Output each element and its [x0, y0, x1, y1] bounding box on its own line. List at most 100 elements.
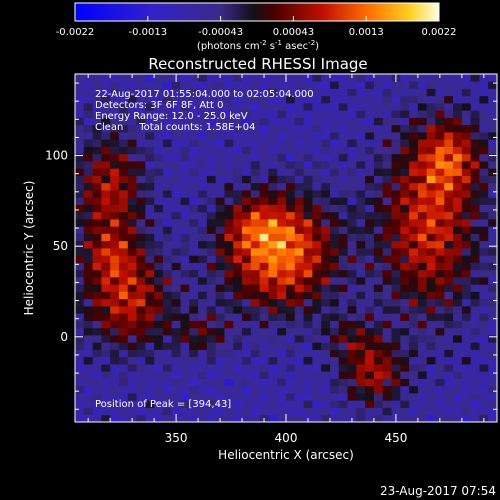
heatmap-cell [162, 284, 173, 292]
heatmap-cell [83, 342, 93, 350]
heatmap-cell [136, 95, 146, 104]
heatmap-cell [417, 132, 428, 140]
heatmap-cell [110, 327, 120, 336]
heatmap-cell [444, 291, 454, 300]
heatmap-cell [162, 277, 173, 285]
heatmap-cell [488, 175, 498, 184]
heatmap-cell [426, 335, 436, 343]
heatmap-cell [400, 342, 410, 350]
heatmap-cell [488, 240, 498, 249]
heatmap-cell [444, 385, 454, 394]
heatmap-cell [461, 269, 472, 278]
heatmap-cell [417, 356, 428, 365]
heatmap-cell [198, 153, 208, 162]
heatmap-cell [382, 335, 392, 343]
heatmap-cell [400, 124, 410, 133]
heatmap-cell [75, 364, 85, 372]
heatmap-cell [470, 197, 480, 205]
heatmap-cell [250, 349, 261, 358]
heatmap-cell [162, 132, 173, 140]
heatmap-cell [180, 233, 190, 242]
heatmap-cell [382, 146, 392, 155]
heatmap-cell [444, 110, 454, 118]
heatmap-cell [277, 132, 287, 140]
heatmap-cell [92, 335, 102, 343]
heatmap-cell [189, 313, 199, 321]
heatmap-cell [286, 335, 296, 343]
heatmap-cell [215, 385, 225, 394]
heatmap-cell [470, 219, 480, 227]
heatmap-cell [206, 240, 217, 249]
heatmap-cell [242, 168, 252, 176]
heatmap-cell [83, 219, 93, 227]
heatmap-cell [470, 262, 480, 271]
heatmap-cell [470, 88, 480, 97]
heatmap-cell [180, 88, 190, 97]
heatmap-cell [294, 103, 304, 111]
heatmap-cell [198, 313, 208, 321]
heatmap-cell [488, 378, 498, 387]
heatmap-cell [470, 414, 480, 423]
heatmap-cell [259, 168, 269, 176]
heatmap-cell [294, 153, 304, 162]
heatmap-cell [347, 371, 357, 379]
heatmap-cell [479, 226, 489, 234]
heatmap-cell [145, 132, 155, 140]
heatmap-cell [233, 255, 243, 263]
heatmap-cell [294, 74, 304, 82]
heatmap-cell [110, 226, 120, 234]
heatmap-cell [83, 204, 93, 213]
heatmap-cell [259, 233, 269, 242]
heatmap-cell [110, 146, 120, 155]
heatmap-cell [180, 168, 190, 176]
heatmap-cell [242, 233, 252, 242]
heatmap-cell [92, 117, 102, 126]
heatmap-cell [171, 371, 181, 379]
heatmap-cell [154, 103, 164, 111]
heatmap-cell [488, 364, 498, 372]
heatmap-cell [435, 248, 445, 256]
heatmap-cell [215, 88, 225, 97]
heatmap-cell [488, 262, 498, 271]
heatmap-cell [444, 211, 454, 220]
heatmap-cell [373, 81, 384, 89]
heatmap-cell [488, 349, 498, 358]
heatmap-cell [329, 74, 340, 82]
heatmap-cell [110, 153, 120, 162]
heatmap-cell [409, 240, 419, 249]
heatmap-cell [417, 306, 428, 314]
heatmap-cell [83, 364, 93, 372]
heatmap-cell [294, 168, 304, 176]
heatmap-cell [470, 132, 480, 140]
heatmap-cell [198, 81, 208, 89]
heatmap-cell [110, 298, 120, 307]
heatmap-cell [453, 117, 463, 126]
heatmap-cell [303, 175, 313, 184]
heatmap-cell [365, 161, 375, 169]
heatmap-cell [329, 161, 340, 169]
heatmap-cell [479, 262, 489, 271]
heatmap-cell [373, 153, 384, 162]
heatmap-cell [303, 146, 313, 155]
heatmap-cell [110, 364, 120, 372]
heatmap-cell [83, 277, 93, 285]
heatmap-cell [321, 277, 331, 285]
heatmap-cell [400, 182, 410, 191]
heatmap-cell [409, 291, 419, 300]
heatmap-cell [479, 400, 489, 408]
heatmap-cell [180, 342, 190, 350]
heatmap-cell [171, 88, 181, 97]
heatmap-cell [189, 240, 199, 249]
heatmap-cell [444, 393, 454, 401]
heatmap-cell [444, 407, 454, 416]
heatmap-cell [127, 349, 137, 358]
heatmap-cell [312, 342, 322, 350]
heatmap-cell [92, 298, 102, 307]
heatmap-cell [206, 284, 217, 292]
heatmap-cell [329, 190, 340, 198]
heatmap-cell [250, 306, 261, 314]
heatmap-cell [259, 313, 269, 321]
heatmap-cell [154, 414, 164, 423]
heatmap-cell [444, 226, 454, 234]
heatmap-cell [294, 182, 304, 191]
